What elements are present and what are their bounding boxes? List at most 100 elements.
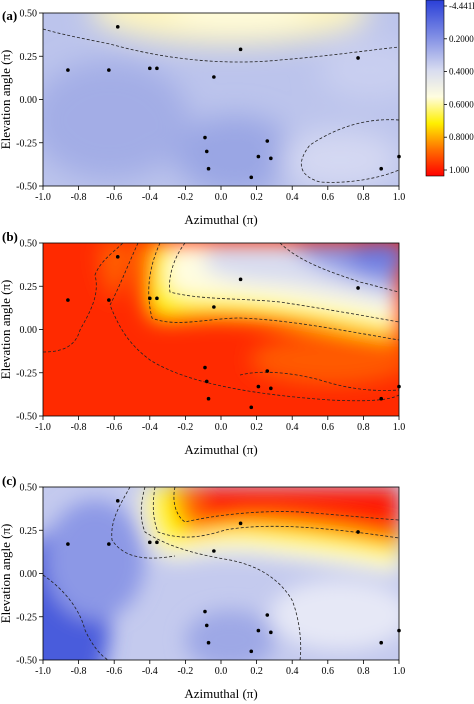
x-tick-label: 0.6 <box>322 422 335 433</box>
data-point <box>238 521 243 526</box>
colorbar-tick-label: 0.4000 <box>449 67 474 77</box>
data-point <box>269 386 273 391</box>
x-tick-label: -0.6 <box>106 666 122 677</box>
x-axis-label: Azimuthal (π) <box>184 686 257 701</box>
x-tick-label: -1.0 <box>35 422 51 433</box>
x-tick-label: 0.0 <box>215 422 228 433</box>
x-tick-label: -0.4 <box>142 422 158 433</box>
data-point <box>212 305 216 309</box>
colorbar-tick-label: 0.6000 <box>449 99 474 109</box>
data-point <box>155 540 159 545</box>
data-point <box>397 384 401 389</box>
x-tick-label: 0.4 <box>286 192 299 203</box>
panel-c-heatmap <box>43 487 399 660</box>
x-tick-label: -0.6 <box>106 192 122 203</box>
panel-b: -1.0 -0.8 -0.6 -0.4 -0.2 0.0 0.2 0.4 0.6 0.8 1.0 0.… <box>0 229 405 457</box>
data-point <box>155 296 159 301</box>
data-point <box>269 630 273 635</box>
data-point <box>66 542 70 546</box>
data-point <box>379 396 384 401</box>
data-point <box>212 549 216 553</box>
y-axis-label: Elevation angle (π) <box>0 50 13 150</box>
data-point <box>107 68 111 72</box>
data-point <box>397 154 401 159</box>
data-point <box>379 166 384 171</box>
data-point <box>115 25 120 29</box>
data-point <box>66 68 70 72</box>
x-tick-label: 0.0 <box>215 666 228 677</box>
data-point <box>107 298 111 302</box>
data-point <box>204 149 209 154</box>
data-point <box>203 135 207 140</box>
x-tick-label: -0.8 <box>71 422 87 433</box>
data-point <box>115 499 120 503</box>
panel-c: -1.0 -0.8 -0.6 -0.4 -0.2 0.0 0.2 0.4 0.6 0.8 1.0 0.… <box>0 473 405 701</box>
panel-label: (a) <box>2 8 17 23</box>
x-tick-label: -0.6 <box>106 422 122 433</box>
panel-a: -1.0 -0.8 -0.6 -0.4 -0.2 0.0 0.2 0.4 0.6 0.8 1.0 0.… <box>0 8 405 227</box>
data-point <box>203 609 207 614</box>
y-tick-label: 0.50 <box>20 483 38 494</box>
x-axis-label: Azimuthal (π) <box>184 442 257 457</box>
data-point <box>206 396 211 401</box>
data-point <box>356 286 360 290</box>
x-tick-label: 1.0 <box>393 422 406 433</box>
data-point <box>155 66 159 71</box>
data-point <box>204 379 209 384</box>
data-point <box>66 298 70 302</box>
data-point <box>265 613 270 617</box>
colorbar-tick-label: 0.8000 <box>449 132 474 142</box>
x-tick-label: 0.6 <box>322 192 335 203</box>
y-tick-label: 0.00 <box>20 325 38 336</box>
data-point <box>238 47 243 52</box>
colorbar-tick-label: -4.441E-16 <box>449 1 474 11</box>
y-axis-label: Elevation angle (π) <box>0 524 13 624</box>
x-tick-label: 0.8 <box>357 192 370 203</box>
x-tick-label: 0.4 <box>286 422 299 433</box>
data-point <box>356 56 360 60</box>
x-tick-label: 0.2 <box>250 422 263 433</box>
data-point <box>249 175 254 180</box>
x-tick-label: 0.2 <box>250 192 263 203</box>
data-point <box>256 384 261 389</box>
x-tick-label: -0.8 <box>71 192 87 203</box>
x-tick-label: 0.0 <box>215 192 228 203</box>
y-tick-label: -0.25 <box>16 612 37 623</box>
data-point <box>238 277 243 282</box>
y-tick-label: -0.50 <box>16 656 37 667</box>
x-tick-label: -0.8 <box>71 666 87 677</box>
x-tick-label: -0.2 <box>177 666 193 677</box>
y-tick-label: 0.50 <box>20 9 38 20</box>
y-tick-label: -0.50 <box>16 182 37 193</box>
y-tick-label: 0.25 <box>20 52 38 63</box>
data-point <box>397 628 401 633</box>
colorbar-gradient <box>425 0 445 177</box>
data-point <box>269 156 273 161</box>
x-tick-label: 0.8 <box>357 666 370 677</box>
data-point <box>379 640 384 645</box>
data-point <box>249 405 254 410</box>
x-axis-label: Azimuthal (π) <box>184 212 257 227</box>
x-tick-label: -0.4 <box>142 666 158 677</box>
data-point <box>256 628 261 633</box>
panel-c-contours <box>43 487 399 660</box>
data-point <box>249 649 254 654</box>
panel-label: (c) <box>2 473 16 488</box>
y-axis-label: Elevation angle (π) <box>0 280 13 380</box>
x-tick-label: -0.2 <box>177 422 193 433</box>
data-point <box>356 530 360 534</box>
data-point <box>204 623 209 628</box>
y-tick-label: -0.25 <box>16 138 37 149</box>
data-point <box>265 139 270 143</box>
data-point <box>148 296 152 301</box>
y-tick-label: 0.50 <box>20 239 38 250</box>
y-tick-label: 0.00 <box>20 569 38 580</box>
x-tick-label: -0.4 <box>142 192 158 203</box>
y-tick-label: -0.25 <box>16 368 37 379</box>
data-point <box>148 66 152 71</box>
colorbar-tick-label: 1.000 <box>449 165 470 175</box>
data-point <box>212 75 216 79</box>
panel-b-contours <box>43 243 399 402</box>
x-tick-label: -1.0 <box>35 666 51 677</box>
